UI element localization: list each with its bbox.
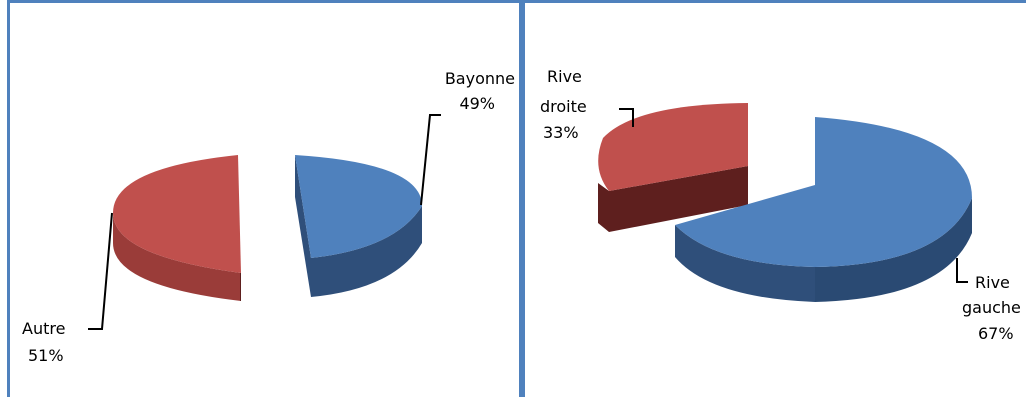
leader-line-autre (88, 212, 113, 330)
label-bayonne: Bayonne (445, 69, 515, 88)
pie-chart-rive: Rive droite 33% Rive gauche 67% (540, 67, 1021, 343)
label-rive-droite-line2: droite (540, 97, 587, 116)
percent-bayonne: 49% (459, 94, 495, 113)
label-rive-droite-line1: Rive (547, 67, 582, 86)
pie-slice-autre (113, 155, 241, 301)
percent-autre: 51% (28, 346, 64, 365)
label-rive-gauche-line2: gauche (962, 298, 1021, 317)
chart-panel-right: Rive droite 33% Rive gauche 67% (522, 0, 1026, 397)
pie-chart-bayonne: Bayonne 49% Autre 51% (22, 69, 515, 365)
pie-slice-bayonne (295, 155, 422, 297)
percent-rive-gauche: 67% (978, 324, 1014, 343)
leader-line-rive-droite (619, 108, 634, 127)
percent-rive-droite: 33% (543, 123, 579, 142)
label-autre: Autre (22, 319, 65, 338)
label-rive-gauche-line1: Rive (975, 273, 1010, 292)
pie-slice-rive-gauche (675, 117, 972, 302)
leader-line-bayonne (420, 114, 441, 206)
chart-panel-left: Bayonne 49% Autre 51% (7, 0, 522, 397)
pie-slice-rive-droite (598, 103, 748, 232)
leader-line-rive-gauche (956, 258, 968, 283)
